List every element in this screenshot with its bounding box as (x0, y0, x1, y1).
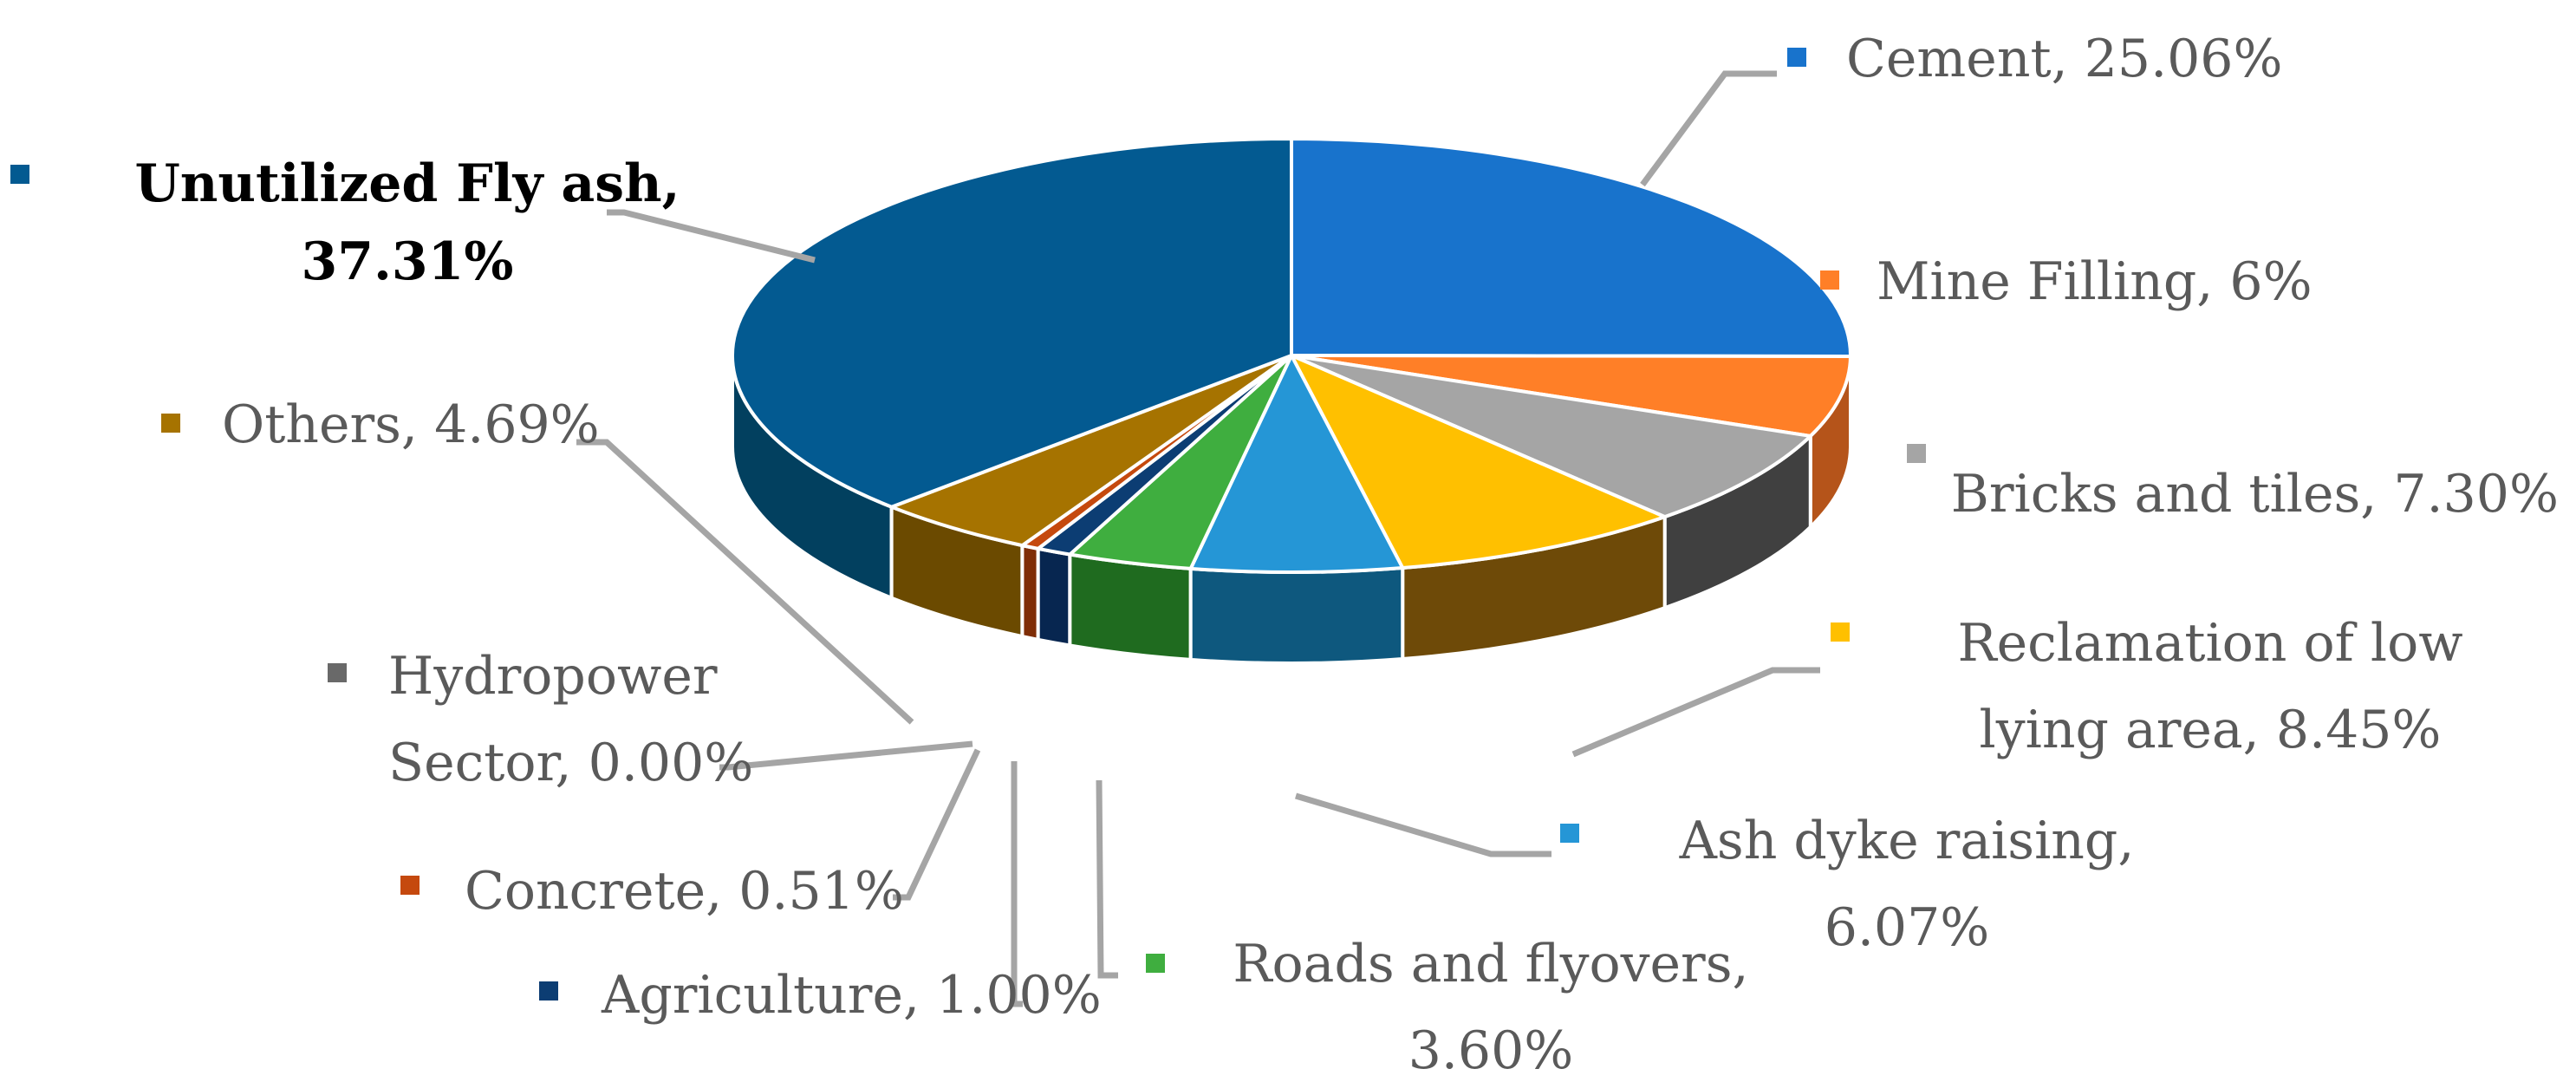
legend-marker-5 (1146, 954, 1165, 973)
legend-marker-2 (1907, 444, 1926, 463)
leader-line-0 (1640, 70, 1777, 187)
slice-label-9: Others, 4.69% (222, 394, 600, 455)
slice-label-7: Concrete, 0.51% (465, 861, 904, 922)
slice-labels: Cement, 25.06% Mine Filling, 6% Bricks and… (10, 29, 2559, 1081)
legend-marker-8 (328, 663, 347, 682)
leader-line-4 (1295, 792, 1551, 857)
pie-slices (731, 137, 1853, 574)
slice-label-10: Unutilized Fly ash, 37.31% (134, 153, 680, 292)
pie-slice-10 (731, 137, 1293, 509)
leader-line-7 (893, 748, 981, 901)
pie-side-5 (1068, 552, 1193, 662)
pie-slice-4 (1188, 354, 1405, 574)
legend-marker-10 (10, 165, 29, 184)
legend-marker-6 (539, 981, 558, 1001)
legend-marker-1 (1820, 270, 1839, 290)
pie-side-4 (1188, 566, 1405, 665)
leader-line-10 (607, 209, 816, 264)
pie-side-6 (1036, 546, 1072, 648)
legend-marker-3 (1831, 622, 1850, 642)
slice-label-0: Cement, 25.06% (1846, 29, 2283, 89)
leader-line-9 (576, 439, 914, 725)
slice-label-6: Agriculture, 1.00% (601, 965, 1102, 1026)
slice-label-1: Mine Filling, 6% (1877, 251, 2313, 312)
leader-line-5 (1096, 779, 1118, 979)
leader-line-6 (1011, 761, 1023, 1007)
legend-marker-7 (400, 876, 420, 895)
pie-slice-2 (1290, 354, 1812, 519)
legend-marker-9 (161, 414, 180, 433)
slice-label-3: Reclamation of low lying area, 8.45% (1957, 613, 2462, 760)
slice-label-5: Roads and flyovers, 3.60% (1233, 934, 1748, 1081)
pie-side-7 (1020, 544, 1040, 642)
leader-line-3 (1571, 667, 1820, 758)
leader-lines (576, 70, 1820, 1007)
legend-marker-4 (1560, 824, 1579, 843)
slice-label-8: Hydropower Sector, 0.00% (388, 646, 753, 793)
slice-label-2: Bricks and tiles, 7.30% (1951, 464, 2559, 525)
pie-slice-0 (1290, 137, 1853, 358)
leader-line-8 (719, 740, 973, 771)
pie-slice-3 (1290, 354, 1667, 570)
legend-marker-0 (1787, 48, 1806, 67)
slice-label-4: Ash dyke raising, 6.07% (1679, 811, 2135, 958)
